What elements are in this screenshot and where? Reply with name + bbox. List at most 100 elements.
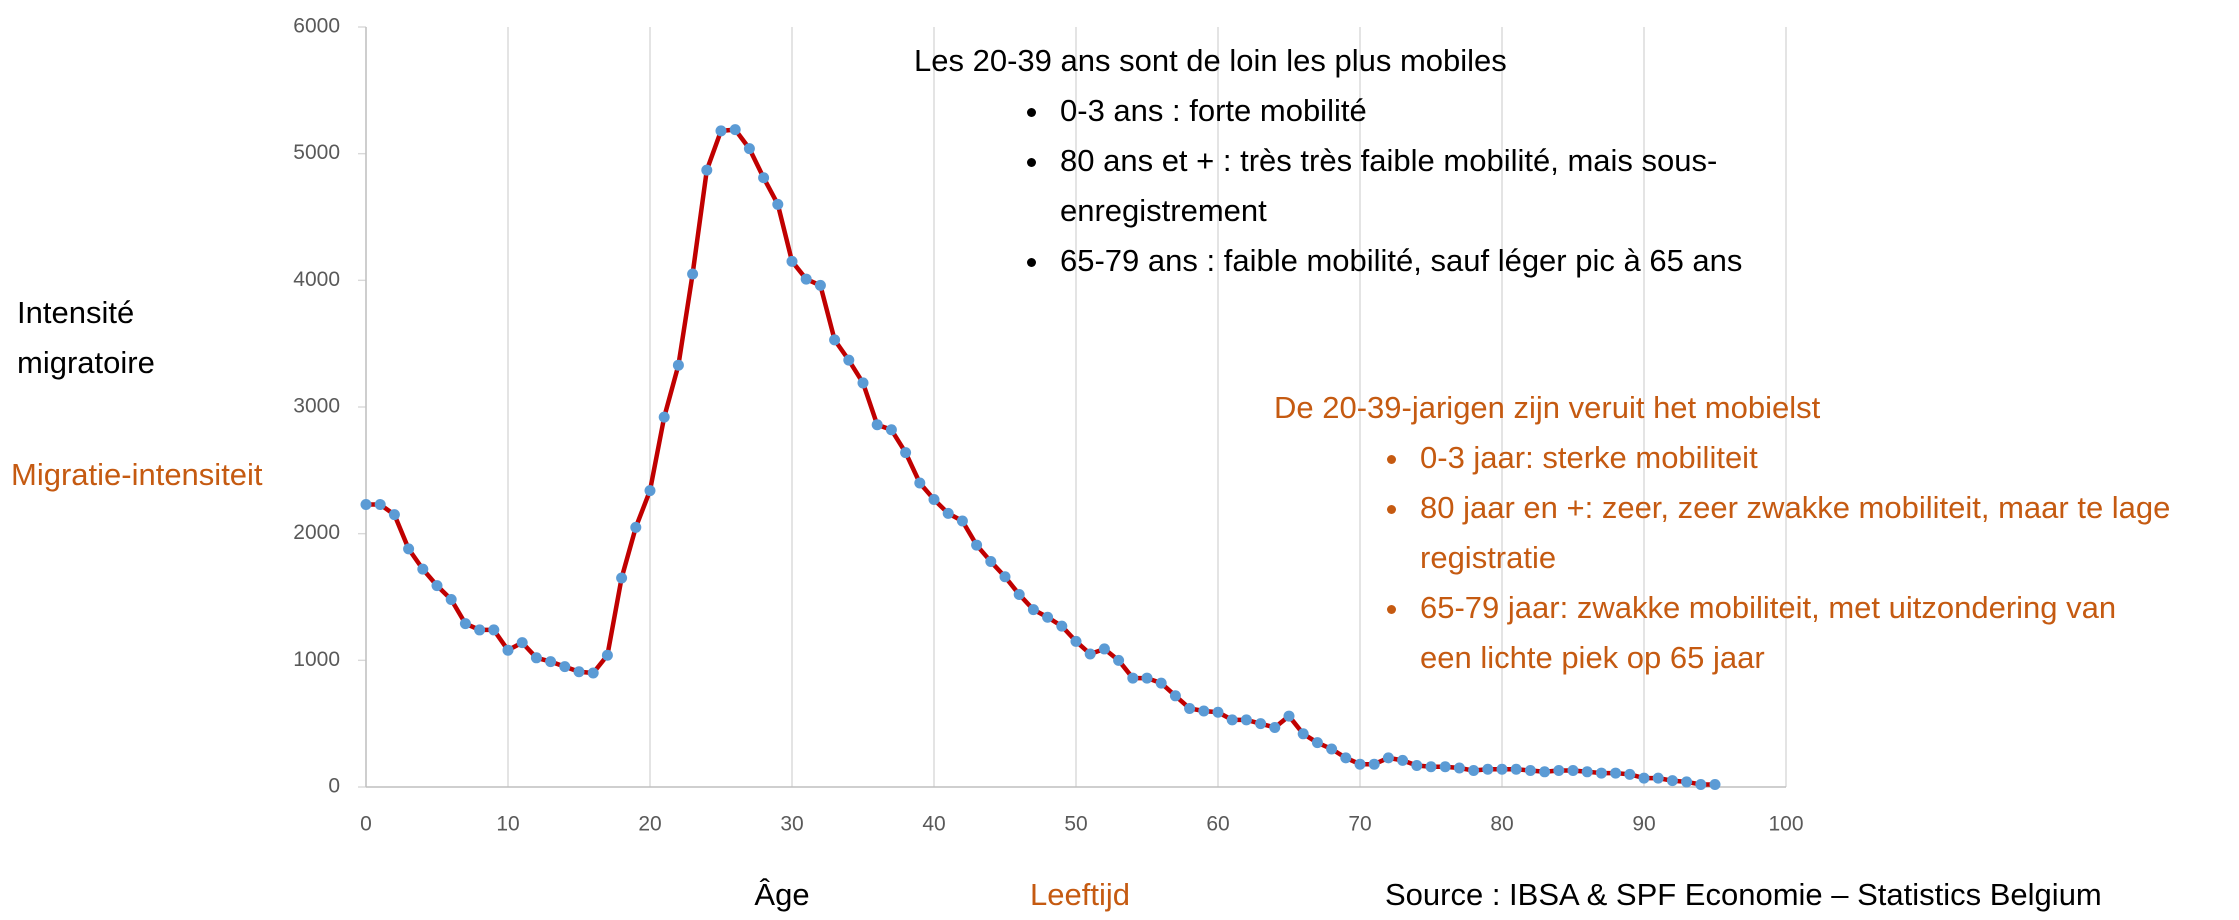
marker — [1681, 776, 1693, 788]
marker — [1155, 677, 1167, 689]
marker — [1453, 762, 1465, 774]
marker — [701, 164, 713, 176]
marker — [1184, 702, 1196, 714]
x-tick-label: 0 — [360, 813, 372, 836]
marker — [1169, 690, 1181, 702]
marker — [1524, 765, 1536, 777]
marker — [616, 572, 628, 584]
marker — [530, 652, 542, 664]
marker — [672, 359, 684, 371]
marker — [1539, 766, 1551, 778]
x-tick-label: 70 — [1348, 813, 1371, 836]
marker — [1695, 778, 1707, 790]
marker — [1013, 588, 1025, 600]
marker — [1425, 761, 1437, 773]
marker — [687, 268, 699, 280]
marker — [474, 624, 486, 636]
marker — [417, 563, 429, 575]
annotation-title: De 20-39-jarigen zijn veruit het mobiels… — [1274, 390, 1821, 425]
marker — [587, 667, 599, 679]
annotation-item: 0-3 ans : forte mobilité — [1052, 86, 1844, 136]
source: Source : IBSA & SPF Economie – Statistic… — [1385, 877, 2102, 912]
marker — [1070, 635, 1082, 647]
marker — [999, 571, 1011, 583]
marker — [843, 354, 855, 366]
marker — [388, 509, 400, 521]
x-axis-label: Âge — [754, 877, 810, 912]
annotation: Les 20-39 ans sont de loin les plus mobi… — [914, 36, 1844, 286]
annotation-item: 80 ans et + : très très faible mobilité,… — [1052, 136, 1844, 236]
marker — [729, 124, 741, 136]
x-tick-label: 60 — [1206, 813, 1229, 836]
marker — [502, 644, 514, 656]
annotation-title: Les 20-39 ans sont de loin les plus mobi… — [914, 43, 1507, 78]
marker — [573, 666, 585, 678]
marker — [857, 377, 869, 389]
x-tick-label: 10 — [496, 813, 519, 836]
annotation-item: 65-79 jaar: zwakke mobiliteit, met uitzo… — [1412, 583, 2174, 683]
marker — [601, 649, 613, 661]
marker — [1127, 672, 1139, 684]
marker — [1397, 754, 1409, 766]
y-tick-label: 2000 — [293, 521, 340, 544]
marker — [1084, 648, 1096, 660]
marker — [1624, 768, 1636, 780]
marker — [1468, 765, 1480, 777]
marker — [630, 521, 642, 533]
marker — [1482, 763, 1494, 775]
x-tick-label: 30 — [780, 813, 803, 836]
marker — [900, 447, 912, 459]
annotation-item: 0-3 jaar: sterke mobiliteit — [1412, 433, 2174, 483]
marker — [559, 661, 571, 673]
marker — [1439, 761, 1451, 773]
marker — [1610, 767, 1622, 779]
marker — [758, 172, 770, 184]
marker — [871, 419, 883, 431]
marker — [1581, 766, 1593, 778]
y-tick-label: 4000 — [293, 268, 340, 291]
marker — [545, 656, 557, 668]
marker — [800, 273, 812, 285]
x-tick-label: 20 — [638, 813, 661, 836]
marker — [772, 198, 784, 210]
marker — [644, 485, 656, 497]
y-tick-label: 3000 — [293, 395, 340, 418]
marker — [1496, 763, 1508, 775]
marker — [374, 499, 386, 511]
marker — [1326, 743, 1338, 755]
marker — [658, 411, 670, 423]
marker — [715, 125, 727, 137]
marker — [1311, 737, 1323, 749]
marker — [1027, 604, 1039, 616]
marker — [431, 580, 443, 592]
marker — [488, 624, 500, 636]
annotation-item: 65-79 ans : faible mobilité, sauf léger … — [1052, 236, 1844, 286]
x-tick-label: 40 — [922, 813, 945, 836]
marker — [403, 543, 415, 555]
marker — [1411, 759, 1423, 771]
y-tick-label: 1000 — [293, 648, 340, 671]
x-axis-label-nl: Leeftijd — [1030, 877, 1130, 912]
marker — [1226, 714, 1238, 726]
annotation-list: 0-3 jaar: sterke mobiliteit80 jaar en +:… — [1274, 433, 2174, 683]
y-tick-label: 5000 — [293, 141, 340, 164]
marker — [1141, 672, 1153, 684]
marker — [459, 618, 471, 630]
marker — [1056, 620, 1068, 632]
marker — [829, 334, 841, 346]
marker — [1553, 765, 1565, 777]
marker — [1340, 752, 1352, 764]
marker — [1638, 772, 1650, 784]
annotation-item: 80 jaar en +: zeer, zeer zwakke mobilite… — [1412, 483, 2174, 583]
marker — [1709, 778, 1721, 790]
marker — [786, 255, 798, 267]
x-tick-label: 100 — [1768, 813, 1803, 836]
annotation-list: 0-3 ans : forte mobilité80 ans et + : tr… — [914, 86, 1844, 286]
x-tick-label: 80 — [1490, 813, 1513, 836]
marker — [1212, 706, 1224, 718]
marker — [956, 515, 968, 527]
marker — [445, 594, 457, 606]
marker — [1666, 775, 1678, 787]
marker — [1240, 714, 1252, 726]
